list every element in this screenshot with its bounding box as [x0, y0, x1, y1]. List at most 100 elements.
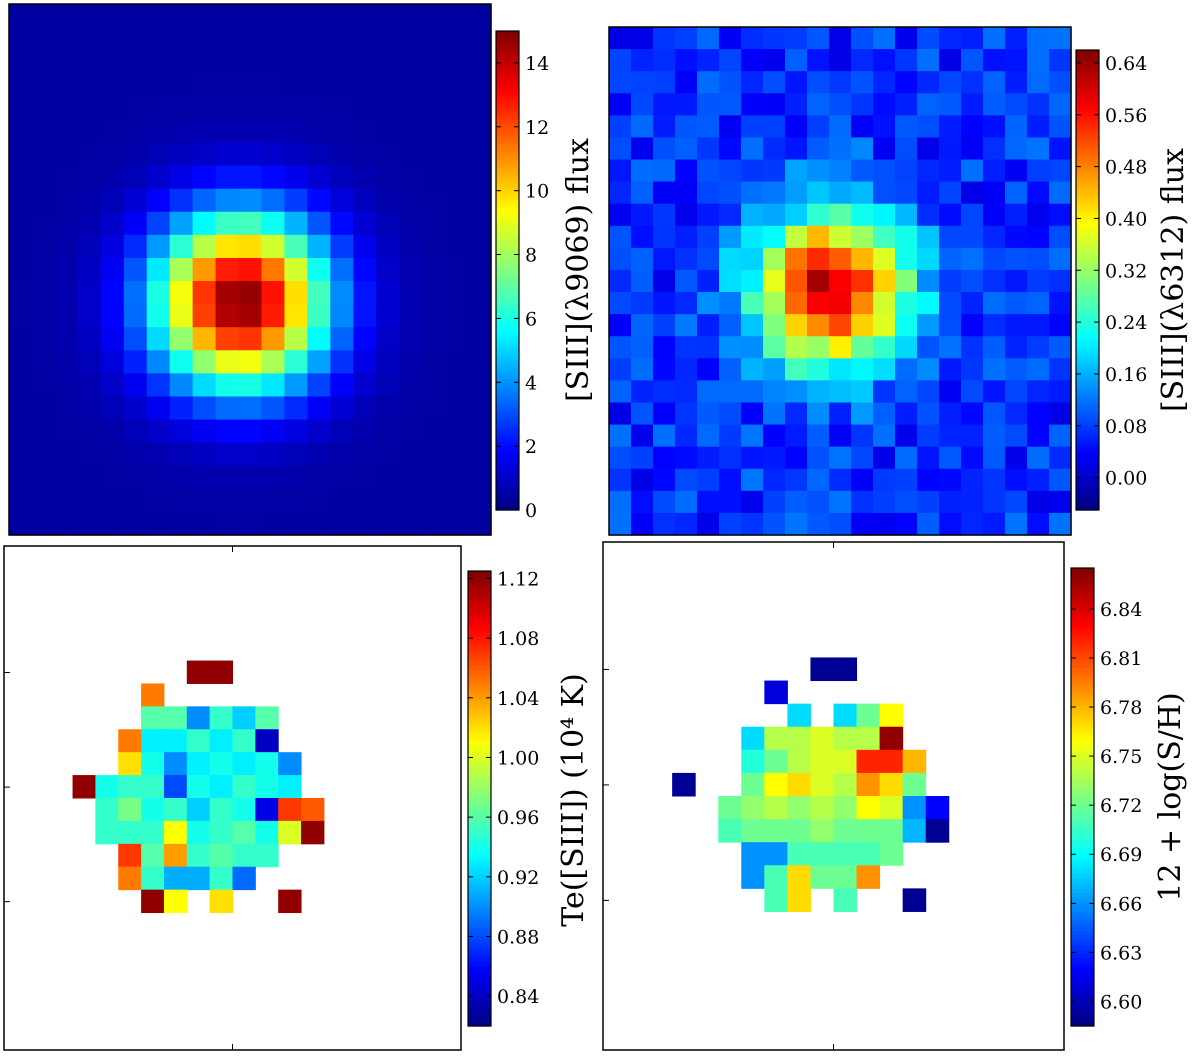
heatmap-cell	[1027, 490, 1050, 514]
heatmap-cell	[787, 865, 811, 889]
heatmap-cell	[146, 442, 171, 467]
heatmap-cell	[468, 4, 492, 28]
colorbar-band	[1071, 678, 1094, 684]
colorbar-band	[1071, 705, 1094, 710]
heatmap-cell	[376, 50, 400, 74]
heatmap-cell	[902, 749, 927, 774]
heatmap-cell	[9, 211, 33, 236]
colorbar-band	[1071, 762, 1094, 768]
heatmap-cell	[675, 424, 698, 448]
heatmap-cell	[917, 292, 940, 315]
heatmap-cell	[631, 512, 654, 536]
heatmap-cell	[77, 442, 102, 467]
heatmap-cell	[939, 424, 962, 448]
colorbar-band	[1071, 835, 1094, 840]
heatmap-cell	[851, 292, 874, 315]
heatmap-cell	[54, 211, 79, 236]
heatmap-cell	[879, 703, 904, 728]
heatmap-cell	[785, 292, 808, 315]
colorbar-band	[1071, 922, 1094, 928]
heatmap-cell	[422, 327, 446, 351]
heatmap-cell	[54, 165, 79, 190]
colorbar-band	[1076, 264, 1099, 270]
colorbar-band	[1076, 483, 1099, 488]
heatmap-cell	[445, 488, 469, 513]
heatmap-cell	[232, 820, 256, 845]
heatmap-cell	[123, 373, 148, 398]
heatmap-cell	[445, 119, 469, 144]
heatmap-cell	[238, 234, 263, 259]
heatmap-cell	[917, 247, 940, 271]
heatmap-cell	[215, 419, 240, 444]
heatmap-cell	[939, 27, 962, 50]
heatmap-cell	[192, 50, 217, 74]
colorbar-band	[1076, 314, 1099, 319]
heatmap-cell	[77, 73, 102, 97]
colorbar-band	[496, 126, 519, 132]
colorbar-band	[468, 734, 491, 739]
heatmap-cell	[31, 511, 56, 536]
heatmap-cell	[697, 27, 720, 50]
heatmap-cell	[399, 50, 423, 74]
heatmap-cell	[330, 188, 354, 213]
colorbar-band	[468, 972, 491, 978]
heatmap-cell	[399, 488, 423, 513]
heatmap-cell	[445, 73, 469, 97]
heatmap-cell	[939, 203, 962, 227]
heatmap-cell	[807, 71, 830, 94]
heatmap-cell	[445, 211, 469, 236]
colorbar-band	[468, 988, 491, 993]
colorbar-band	[496, 146, 519, 152]
colorbar-band	[496, 102, 519, 108]
heatmap-cell	[330, 488, 354, 513]
colorbar-band	[496, 354, 519, 359]
heatmap-cell	[741, 749, 765, 774]
heatmap-cell	[961, 380, 984, 404]
colorbar-band	[1071, 964, 1094, 970]
heatmap-cell	[741, 446, 764, 470]
heatmap-cell	[163, 706, 188, 730]
colorbar-tick-label: 6.60	[1100, 992, 1142, 1014]
heatmap-cell	[445, 234, 469, 259]
heatmap-cell	[653, 468, 676, 492]
colorbar-band	[496, 470, 519, 475]
colorbar-band	[1076, 418, 1099, 423]
heatmap-cell	[399, 281, 423, 305]
heatmap-cell	[100, 327, 125, 351]
colorbar-band	[496, 358, 519, 363]
heatmap-cell	[851, 402, 874, 426]
heatmap-cell	[873, 247, 896, 271]
colorbar-band	[1071, 827, 1094, 832]
heatmap-cell	[1005, 181, 1028, 205]
heatmap-cell	[1049, 49, 1072, 72]
colorbar-band	[496, 274, 519, 280]
heatmap-cell	[100, 419, 125, 444]
heatmap-cell	[445, 96, 469, 121]
heatmap-cell	[238, 304, 263, 328]
heatmap-cell	[123, 4, 148, 28]
heatmap-cell	[719, 203, 742, 227]
colorbar-band	[496, 94, 519, 100]
heatmap-cell	[1049, 468, 1072, 492]
heatmap-cell	[376, 4, 400, 28]
colorbar-band	[1076, 444, 1099, 450]
colorbar-band	[496, 390, 519, 395]
heatmap-cell	[983, 27, 1006, 50]
heatmap-cell	[468, 211, 492, 236]
colorbar-tick-label: 1.04	[497, 688, 539, 710]
colorbar-band	[1071, 797, 1094, 802]
colorbar-band	[468, 870, 491, 875]
colorbar-band	[468, 684, 491, 690]
heatmap-cell	[31, 4, 56, 28]
heatmap-cell	[353, 73, 377, 97]
colorbar-band	[496, 486, 519, 491]
heatmap-cell	[787, 842, 811, 866]
colorbar-band	[1076, 153, 1099, 158]
heatmap-cell	[675, 181, 698, 205]
heatmap-cell	[939, 358, 962, 381]
heatmap-cell	[146, 350, 171, 374]
heatmap-cell	[215, 119, 240, 144]
colorbar-band	[1076, 145, 1099, 151]
colorbar-band	[1071, 693, 1094, 699]
